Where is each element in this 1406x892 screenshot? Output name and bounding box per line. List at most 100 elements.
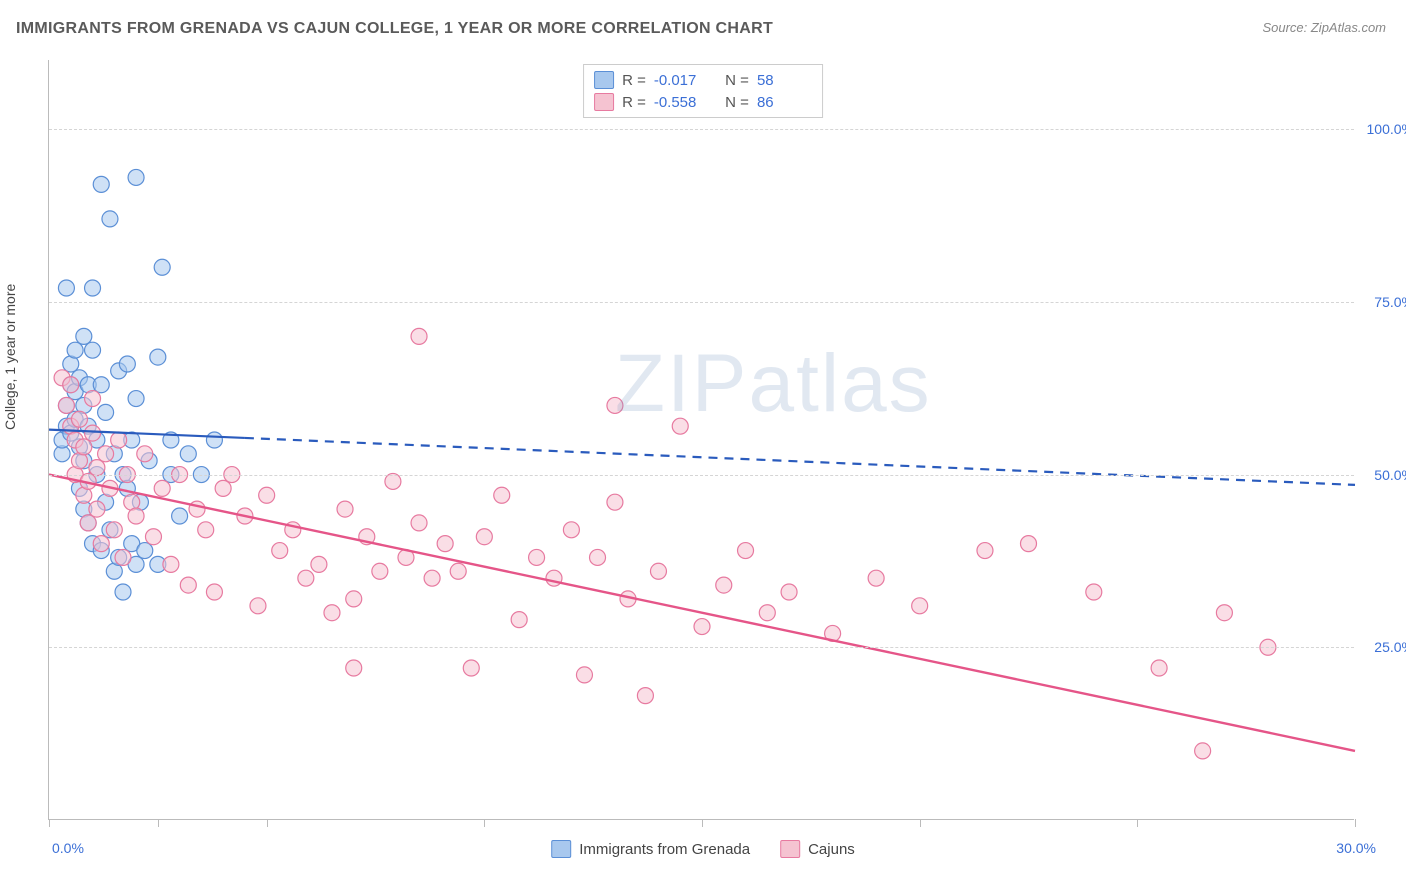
scatter-point — [154, 480, 170, 496]
x-tick — [158, 819, 159, 827]
legend-row: R = -0.558 N = 86 — [594, 91, 812, 113]
scatter-point — [411, 328, 427, 344]
legend-row: R = -0.017 N = 58 — [594, 69, 812, 91]
scatter-point — [98, 446, 114, 462]
legend-swatch — [551, 840, 571, 858]
legend-series-label: Cajuns — [808, 841, 855, 858]
x-tick — [267, 819, 268, 827]
scatter-point — [781, 584, 797, 600]
scatter-point — [250, 598, 266, 614]
scatter-point — [85, 280, 101, 296]
legend-swatch — [594, 71, 614, 89]
x-tick — [702, 819, 703, 827]
scatter-point — [494, 487, 510, 503]
scatter-point — [324, 605, 340, 621]
scatter-point — [111, 432, 127, 448]
scatter-point — [759, 605, 775, 621]
scatter-point — [476, 529, 492, 545]
scatter-point — [450, 563, 466, 579]
scatter-point — [154, 259, 170, 275]
scatter-plot: 25.0%50.0%75.0%100.0% — [48, 60, 1354, 820]
scatter-point — [89, 460, 105, 476]
legend-series: Immigrants from Grenada Cajuns — [551, 840, 855, 858]
scatter-point — [198, 522, 214, 538]
regression-line — [49, 475, 1355, 751]
scatter-point — [637, 688, 653, 704]
y-axis-title: College, 1 year or more — [2, 284, 18, 430]
legend-correlation: R = -0.017 N = 58R = -0.558 N = 86 — [583, 64, 823, 118]
scatter-point — [868, 570, 884, 586]
scatter-point — [128, 169, 144, 185]
x-tick — [1355, 819, 1356, 827]
scatter-point — [145, 529, 161, 545]
scatter-point — [411, 515, 427, 531]
scatter-point — [298, 570, 314, 586]
legend-r-label: R = — [622, 72, 646, 89]
gridline — [49, 129, 1354, 130]
scatter-point — [607, 494, 623, 510]
scatter-point — [80, 515, 96, 531]
x-axis-max-label: 30.0% — [1336, 840, 1376, 856]
scatter-point — [93, 377, 109, 393]
scatter-point — [115, 584, 131, 600]
scatter-point — [85, 342, 101, 358]
scatter-point — [206, 584, 222, 600]
regression-line-dashed — [245, 438, 1355, 485]
scatter-point — [206, 432, 222, 448]
scatter-point — [311, 556, 327, 572]
scatter-point — [102, 211, 118, 227]
scatter-point — [180, 446, 196, 462]
scatter-point — [672, 418, 688, 434]
scatter-point — [346, 591, 362, 607]
y-tick-label: 100.0% — [1367, 121, 1406, 137]
scatter-point — [563, 522, 579, 538]
plot-svg — [49, 60, 1354, 819]
scatter-point — [650, 563, 666, 579]
scatter-point — [977, 543, 993, 559]
page-title: IMMIGRANTS FROM GRENADA VS CAJUN COLLEGE… — [16, 20, 773, 38]
scatter-point — [67, 342, 83, 358]
scatter-point — [590, 549, 606, 565]
scatter-point — [119, 356, 135, 372]
scatter-point — [115, 549, 131, 565]
scatter-point — [529, 549, 545, 565]
scatter-point — [98, 404, 114, 420]
scatter-point — [1216, 605, 1232, 621]
scatter-point — [93, 176, 109, 192]
legend-series-label: Immigrants from Grenada — [579, 841, 750, 858]
scatter-point — [694, 619, 710, 635]
scatter-point — [85, 391, 101, 407]
y-tick-label: 50.0% — [1374, 467, 1406, 483]
scatter-point — [424, 570, 440, 586]
scatter-point — [93, 536, 109, 552]
legend-r-value: -0.017 — [654, 72, 709, 89]
scatter-point — [716, 577, 732, 593]
x-tick — [484, 819, 485, 827]
source-credit: Source: ZipAtlas.com — [1262, 20, 1386, 35]
legend-n-value: 58 — [757, 72, 812, 89]
scatter-point — [437, 536, 453, 552]
x-tick — [49, 819, 50, 827]
scatter-point — [1151, 660, 1167, 676]
scatter-point — [1021, 536, 1037, 552]
scatter-point — [137, 446, 153, 462]
scatter-point — [128, 508, 144, 524]
x-tick — [920, 819, 921, 827]
legend-r-label: R = — [622, 94, 646, 111]
scatter-point — [337, 501, 353, 517]
legend-swatch — [594, 93, 614, 111]
scatter-point — [85, 425, 101, 441]
scatter-point — [180, 577, 196, 593]
scatter-point — [89, 501, 105, 517]
scatter-point — [215, 480, 231, 496]
scatter-point — [912, 598, 928, 614]
scatter-point — [272, 543, 288, 559]
scatter-point — [76, 328, 92, 344]
scatter-point — [63, 377, 79, 393]
scatter-point — [71, 411, 87, 427]
scatter-point — [58, 280, 74, 296]
gridline — [49, 302, 1354, 303]
legend-series-item: Cajuns — [780, 840, 855, 858]
x-tick — [1137, 819, 1138, 827]
y-tick-label: 25.0% — [1374, 639, 1406, 655]
